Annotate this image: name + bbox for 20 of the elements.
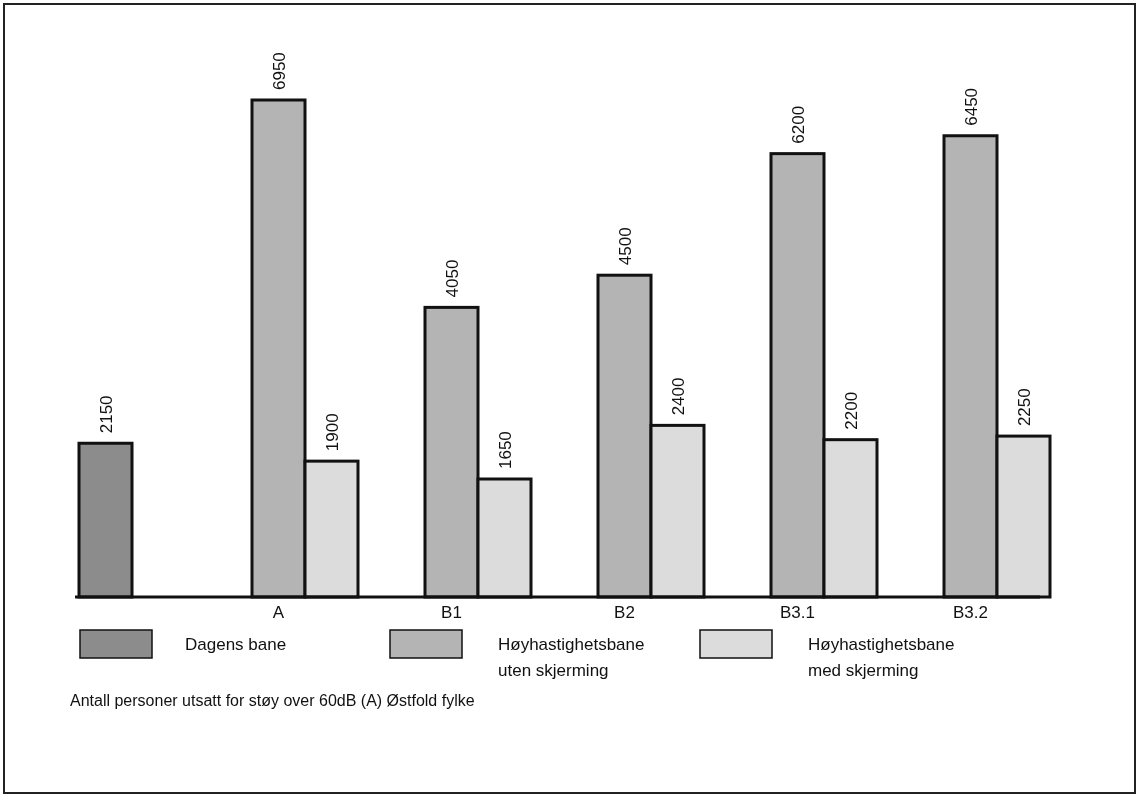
data-label: 2200	[841, 391, 861, 430]
x-tick-label: B1	[441, 603, 462, 622]
data-label: 4500	[615, 227, 635, 266]
data-label: 6200	[788, 105, 808, 144]
legend-label: Høyhastighetsbane uten skjerming	[498, 635, 645, 680]
data-label: 6950	[269, 52, 289, 90]
data-label: 2400	[668, 377, 688, 416]
text: Antall personer utsatt for støy over 60dB (A) Østfold fylke	[70, 692, 475, 709]
x-tick-label: A	[272, 603, 285, 622]
data-label: 2250	[1014, 388, 1034, 427]
legend-label: Dagens bane	[185, 635, 287, 654]
data-label: 6450	[961, 87, 981, 126]
x-tick-label: B3.1	[780, 603, 815, 622]
data-label: 4050	[442, 259, 462, 298]
x-tick-label: B3.2	[953, 603, 988, 622]
data-label: 2150	[96, 395, 116, 434]
data-label: 1650	[495, 431, 515, 470]
legend-label: Høyhastighetsbane med skjerming	[808, 635, 955, 680]
x-tick-label: B2	[614, 603, 635, 622]
data-label: 1900	[322, 413, 342, 452]
